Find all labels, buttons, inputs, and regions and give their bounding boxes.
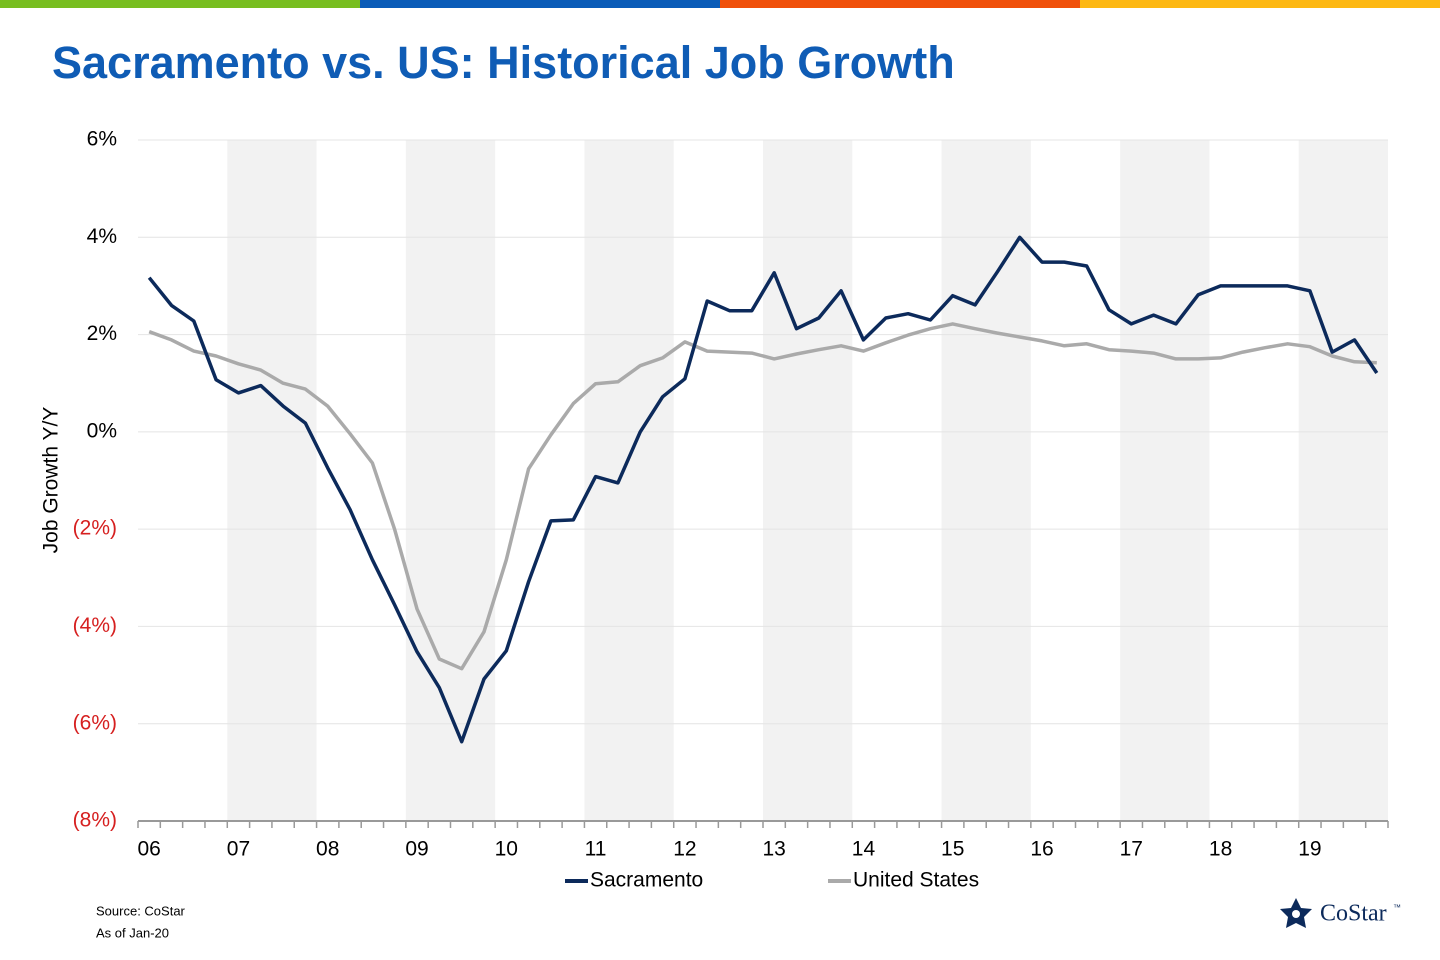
y-tick-label: 2% — [87, 322, 117, 345]
stripe — [1080, 0, 1440, 8]
y-tick-label: 4% — [87, 225, 117, 248]
period-band — [584, 140, 674, 821]
series-line — [147, 235, 1379, 744]
chart-title: Sacramento vs. US: Historical Job Growth — [52, 37, 955, 88]
period-band — [405, 140, 496, 821]
logo-mark: ™ — [1393, 903, 1401, 912]
stripe — [0, 0, 360, 8]
logo-text: CoStar — [1320, 901, 1387, 927]
logo-dot — [1292, 910, 1300, 918]
x-tick-label: 13 — [762, 838, 785, 861]
period-band — [227, 140, 317, 821]
y-tick-label: (6%) — [73, 711, 117, 734]
plot — [138, 139, 1388, 821]
x-tick-label: 18 — [1209, 838, 1232, 861]
x-tick-label: 17 — [1120, 838, 1143, 861]
y-tick-label: (4%) — [73, 614, 117, 637]
legend-label: United States — [853, 869, 979, 892]
x-tick-label: 08 — [316, 838, 339, 861]
x-tick-label: 16 — [1030, 838, 1053, 861]
period-band — [1120, 140, 1210, 821]
period-band — [763, 140, 853, 821]
stripe — [720, 0, 1080, 8]
x-tick-label: 19 — [1298, 838, 1321, 861]
y-axis-label: Job Growth Y/Y — [40, 407, 63, 554]
x-tick-label: 14 — [852, 838, 876, 861]
legend-label: Sacramento — [590, 869, 703, 892]
logo-icon — [1280, 898, 1312, 928]
x-tick-label: 11 — [585, 838, 607, 861]
y-tick-label: (8%) — [73, 809, 117, 832]
series-line — [148, 322, 1377, 671]
y-tick-label: (2%) — [73, 517, 117, 540]
y-tick-label: 0% — [87, 419, 117, 442]
period-band — [941, 140, 1031, 821]
source: Source: CoStar — [96, 903, 186, 918]
x-tick-label: 07 — [227, 838, 250, 861]
period-band — [1298, 140, 1388, 821]
stripe — [360, 0, 720, 8]
x-tick-label: 06 — [137, 838, 160, 861]
x-tick-label: 15 — [941, 838, 964, 861]
x-tick-label: 09 — [405, 838, 428, 861]
x-tick-label: 10 — [495, 838, 518, 861]
note: As of Jan-20 — [96, 925, 169, 940]
y-tick-label: 6% — [87, 128, 117, 151]
x-tick-label: 12 — [673, 838, 696, 861]
